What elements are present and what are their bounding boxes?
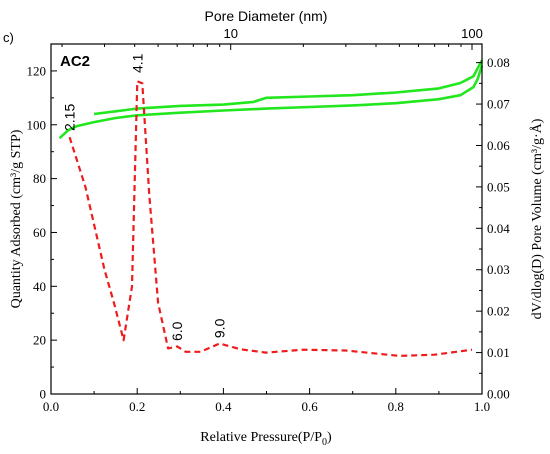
x-tick-label: 0.4 — [215, 399, 232, 414]
x-tick-label: 0.0 — [43, 399, 59, 414]
peak-label: 9.0 — [212, 318, 228, 338]
x-axis-title-end: ) — [327, 430, 332, 445]
right-y-tick-label: 0.00 — [487, 387, 510, 402]
top-x-tick-label: 10 — [223, 26, 237, 41]
right-y-tick-label: 0.06 — [487, 138, 510, 153]
plot-frame — [50, 43, 483, 395]
right-y-tick-label: 0.07 — [487, 97, 510, 112]
x-tick-label: 0.8 — [388, 399, 404, 414]
left-y-tick-label: 100 — [27, 117, 47, 132]
right-y-tick-label: 0.03 — [487, 262, 510, 277]
series-layer: 2.15 4.1 6.0 9.0 — [58, 53, 484, 357]
x-axis-title: Relative Pressure(P/P0) — [200, 430, 332, 448]
top-x-axis-title: Pore Diameter (nm) — [205, 8, 328, 24]
panel-label: c) — [3, 30, 14, 45]
x-tick-label: 1.0 — [474, 399, 490, 414]
pore-distribution-line — [68, 80, 473, 357]
peak-label: 6.0 — [169, 321, 185, 341]
x-tick-label: 0.2 — [129, 399, 145, 414]
right-y-tick-label: 0.08 — [487, 55, 510, 70]
left-y-tick-label: 60 — [33, 225, 46, 240]
x-axis-title-main: Relative Pressure(P/P — [200, 430, 322, 445]
left-y-tick-label: 0 — [40, 387, 47, 402]
top-x-tick-label: 100 — [461, 26, 483, 41]
left-y-tick-label: 40 — [33, 279, 46, 294]
x-tick-label: 0.6 — [301, 399, 318, 414]
isotherm-line-1 — [58, 65, 484, 140]
right-y-tick-label: 0.04 — [487, 221, 510, 236]
peak-label: 2.15 — [62, 104, 78, 131]
right-y-tick-label: 0.01 — [487, 345, 510, 360]
left-y-axis-title: Quantity Adsorbed (cm³/g STP) — [9, 129, 24, 308]
isotherm-line-2 — [93, 59, 484, 116]
right-y-tick-label: 0.02 — [487, 304, 510, 319]
x-axis-title-sub: 0 — [322, 437, 327, 448]
left-y-tick-label: 80 — [33, 171, 46, 186]
right-y-axis-title: dV/dlog(D) Pore Volume (cm³/g·Å) — [529, 118, 545, 319]
peak-label: 4.1 — [129, 53, 145, 73]
right-y-tick-label: 0.05 — [487, 179, 510, 194]
left-y-tick-label: 20 — [33, 333, 46, 348]
left-y-tick-label: 120 — [27, 63, 47, 78]
tick-layer: 0.0 0.2 0.4 0.6 0.8 1.0 0 20 40 60 80 100 120 0.00 0.0… — [27, 26, 511, 414]
sample-label: AC2 — [60, 53, 90, 70]
